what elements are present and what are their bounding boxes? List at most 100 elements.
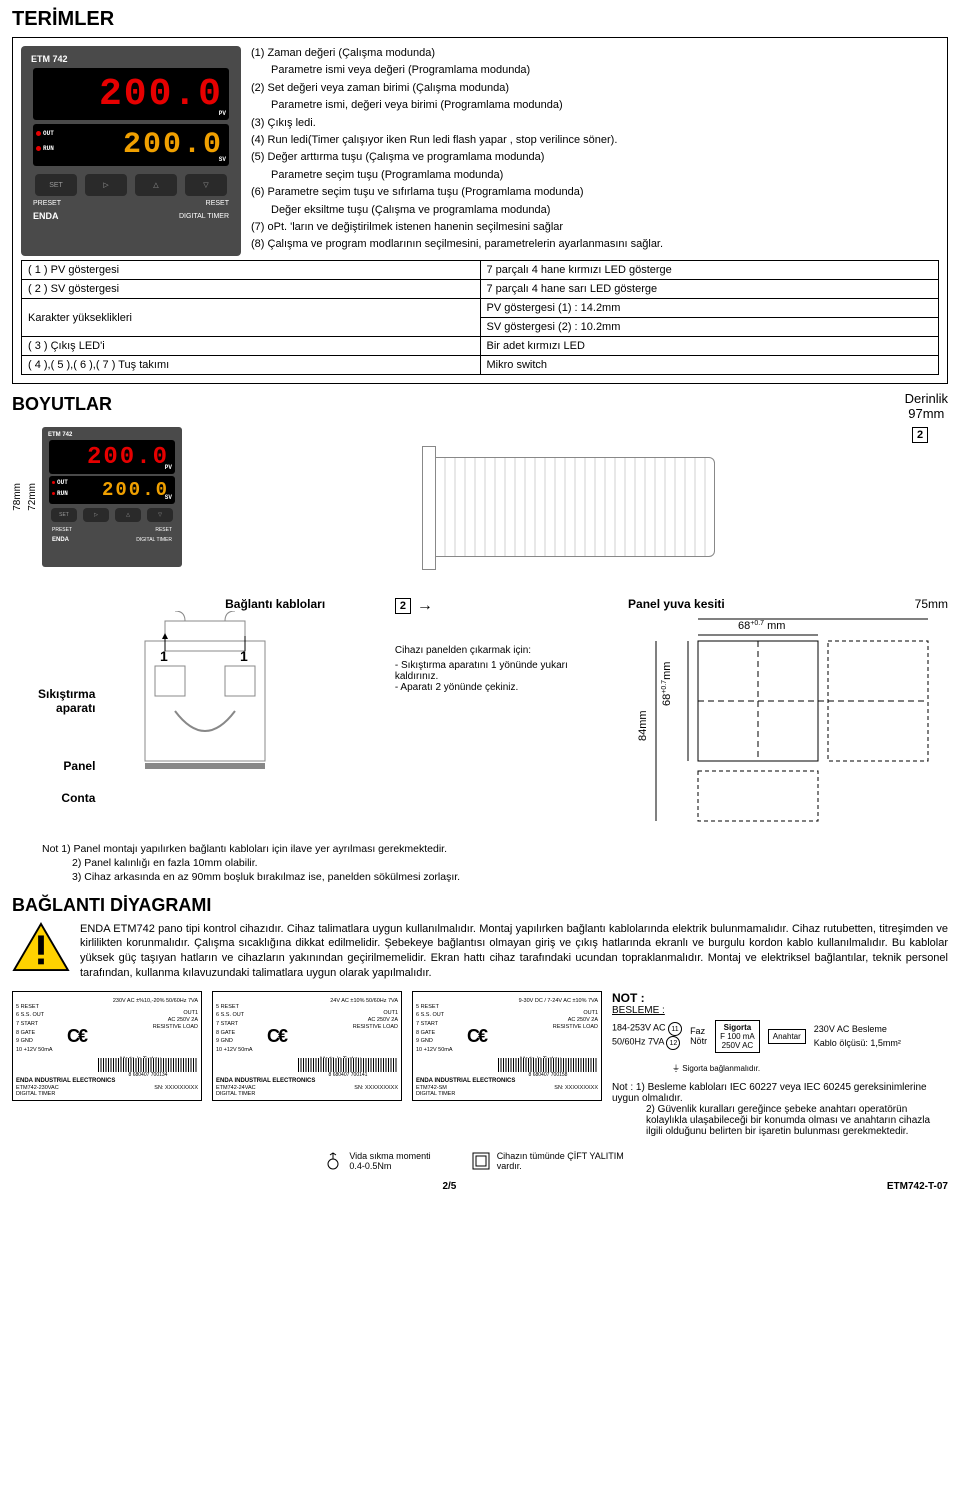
type-2: DIGITAL TIMER (216, 1091, 398, 1098)
term2-8: 8 GATE (216, 1030, 253, 1037)
instr-2: - Aparatı 2 yönünde çekiniz. (395, 682, 608, 693)
out-spec-3: OUT1 AC 250V 2A RESISTIVE LOAD (519, 1010, 598, 1030)
product-label-2: 5 RESET 6 S.S. OUT 7 START 8 GATE 9 GND … (212, 991, 402, 1101)
spec-r3v2: SV göstergesi (2) : 10.2mm (480, 318, 939, 337)
desc-5: (5) Değer arttırma tuşu (Çalışma ve prog… (251, 150, 939, 165)
removal-instructions: 2 → Cihazı panelden çıkarmak için: - Sık… (395, 597, 608, 693)
btn-right: ▷ (85, 174, 127, 196)
section-title-terms: TERİMLER (12, 8, 948, 31)
spec-r5v: Mikro switch (480, 356, 939, 375)
btn-up-small: △ (115, 508, 141, 522)
supply-1: 230V AC ±%10,-20% 50/60Hz 7VA (113, 998, 198, 1005)
desc-3: (3) Çıkış ledi. (251, 116, 939, 131)
term3-7: 7 START (416, 1021, 453, 1028)
pv-tag: PV (219, 110, 226, 117)
spec-r5k: ( 4 ),( 5 ),( 6 ),( 7 ) Tuş takımı (22, 356, 481, 375)
brand-line: ENDA INDUSTRIAL ELECTRONICS (16, 1078, 198, 1085)
led-out: OUT (43, 130, 54, 137)
not-note-1: Not : 1) Besleme kabloları IEC 60227 vey… (612, 1082, 948, 1104)
arrow-2-box: 2 (395, 598, 411, 614)
supply-out: 230V AC Besleme (814, 1024, 901, 1034)
model-1: ETM742-230VAC (16, 1085, 59, 1092)
sv-value: 200.0 (123, 128, 223, 162)
btn-set: SET (35, 174, 77, 196)
panel-label: Panel (12, 759, 95, 773)
btn-set-small: SET (51, 508, 77, 522)
term-6: 6 S.S. OUT (16, 1012, 53, 1019)
dim-72mm: 72mm (27, 483, 38, 511)
not-box: NOT : BESLEME : 184-253V AC 11 50/60Hz 7… (612, 991, 948, 1137)
spec-r2k: ( 2 ) SV göstergesi (22, 280, 481, 299)
out-spec-2: OUT1 AC 250V 2A RESISTIVE LOAD (330, 1010, 398, 1030)
neutral-label: Nötr (690, 1036, 707, 1046)
page-number: 2/5 (442, 1181, 456, 1192)
btn-down-small: ▽ (147, 508, 173, 522)
dim-75mm: 75mm (915, 597, 948, 611)
labels-row: 5 RESET 6 S.S. OUT 7 START 8 GATE 9 GND … (12, 991, 948, 1137)
desc-1: (1) Zaman değeri (Çalışma modunda) (251, 46, 939, 61)
term3-8: 8 GATE (416, 1030, 453, 1037)
brand-small: ENDA (52, 537, 69, 543)
brand-line-2: ENDA INDUSTRIAL ELECTRONICS (216, 1078, 398, 1085)
svg-text:1: 1 (160, 648, 168, 664)
switch-label: Anahtar (768, 1029, 806, 1044)
spec-r2v: 7 parçalı 4 hane sarı LED gösterge (480, 280, 939, 299)
term3-6: 6 S.S. OUT (416, 1012, 453, 1019)
callout-descriptions: (1) Zaman değeri (Çalışma modunda) Param… (251, 46, 939, 256)
section-title-dims: BOYUTLAR (12, 394, 112, 415)
device-model: ETM 742 (31, 54, 231, 64)
section-title-wiring: BAĞLANTI DİYAGRAMI (12, 895, 948, 916)
cutout-title: Panel yuva kesiti (628, 597, 725, 611)
terms-box: ETM 742 200.0 PV OUT RUN 200.0 SV SET ▷ … (12, 37, 948, 384)
sv-tag: SV (219, 156, 226, 163)
note-1: Not 1) Panel montajı yapılırken bağlantı… (42, 842, 948, 856)
depth-label: Derinlik (905, 391, 948, 406)
device-small-model: ETM 742 (46, 431, 178, 439)
double-insulation-icon (471, 1151, 491, 1171)
not-note-2: 2) Güvenlik kuralları gereğince şebeke a… (612, 1104, 948, 1137)
page-footer: 2/5 ETM742-T-07 (12, 1181, 948, 1192)
term3-9: 9 GND (416, 1038, 453, 1045)
model-3: ETM742-SM (416, 1085, 447, 1092)
term-7: 7 START (16, 1021, 53, 1028)
term3-10: 10 +12V 50mA (416, 1047, 453, 1054)
warning-row: ENDA ETM742 pano tipi kontrol cihazıdır.… (12, 922, 948, 981)
mounting-notes: Not 1) Panel montajı yapılırken bağlantı… (42, 842, 948, 885)
instr-1: - Sıkıştırma aparatını 1 yönünde yukarı … (395, 660, 608, 682)
pv-display: 200.0 PV (33, 68, 229, 120)
depth-value: 97mm (905, 406, 948, 421)
warning-text: ENDA ETM742 pano tipi kontrol cihazıdır.… (80, 922, 948, 981)
term-11: 11 (668, 1022, 682, 1036)
desc-2: (2) Set değeri veya zaman birimi (Çalışm… (251, 81, 939, 96)
spec-r3v: PV göstergesi (1) : 14.2mm (480, 299, 939, 318)
spec-r3k: Karakter yükseklikleri (22, 299, 481, 337)
fuse-title: Sigorta (720, 1023, 755, 1032)
term2-7: 7 START (216, 1021, 253, 1028)
btn-up: △ (135, 174, 177, 196)
led-out-small: OUT (57, 479, 68, 486)
pv-small: 200.0 (87, 444, 169, 471)
ground-note: Sigorta bağlanmalıdır. (682, 1064, 760, 1073)
preset-label: PRESET (33, 200, 61, 207)
clamp-diagram: Bağlantı kabloları 1 1 (115, 597, 374, 784)
sv-small: 200.0 (102, 479, 169, 501)
spec-table: ( 1 ) PV göstergesi7 parçalı 4 hane kırm… (21, 260, 939, 375)
term-10: 10 +12V 50mA (16, 1047, 53, 1054)
svg-text:68+0.7 mm: 68+0.7 mm (738, 620, 785, 632)
spec-r4v: Bir adet kırmızı LED (480, 337, 939, 356)
sv-tag-small: SV (165, 494, 172, 501)
dim-78mm: 78mm (12, 483, 23, 511)
term-12: 12 (666, 1036, 680, 1050)
supply-3: 9-30V DC / 7-24V AC ±10% 7VA (519, 998, 598, 1005)
panel-cutout: Panel yuva kesiti 75mm 68+0.7 mm 68+0.7m… (628, 597, 948, 834)
side-view: 2 (202, 427, 948, 587)
term2-6: 6 S.S. OUT (216, 1012, 253, 1019)
spec-r4k: ( 3 ) Çıkış LED'i (22, 337, 481, 356)
device-subtitle: DIGITAL TIMER (179, 213, 229, 220)
brand: ENDA (33, 211, 59, 221)
torque-label: Vida sıkma momenti (349, 1151, 430, 1161)
term-9: 9 GND (16, 1038, 53, 1045)
preset-small: PRESET (52, 527, 72, 533)
brand-line-3: ENDA INDUSTRIAL ELECTRONICS (416, 1078, 598, 1085)
pv-value: 200.0 (99, 73, 223, 116)
